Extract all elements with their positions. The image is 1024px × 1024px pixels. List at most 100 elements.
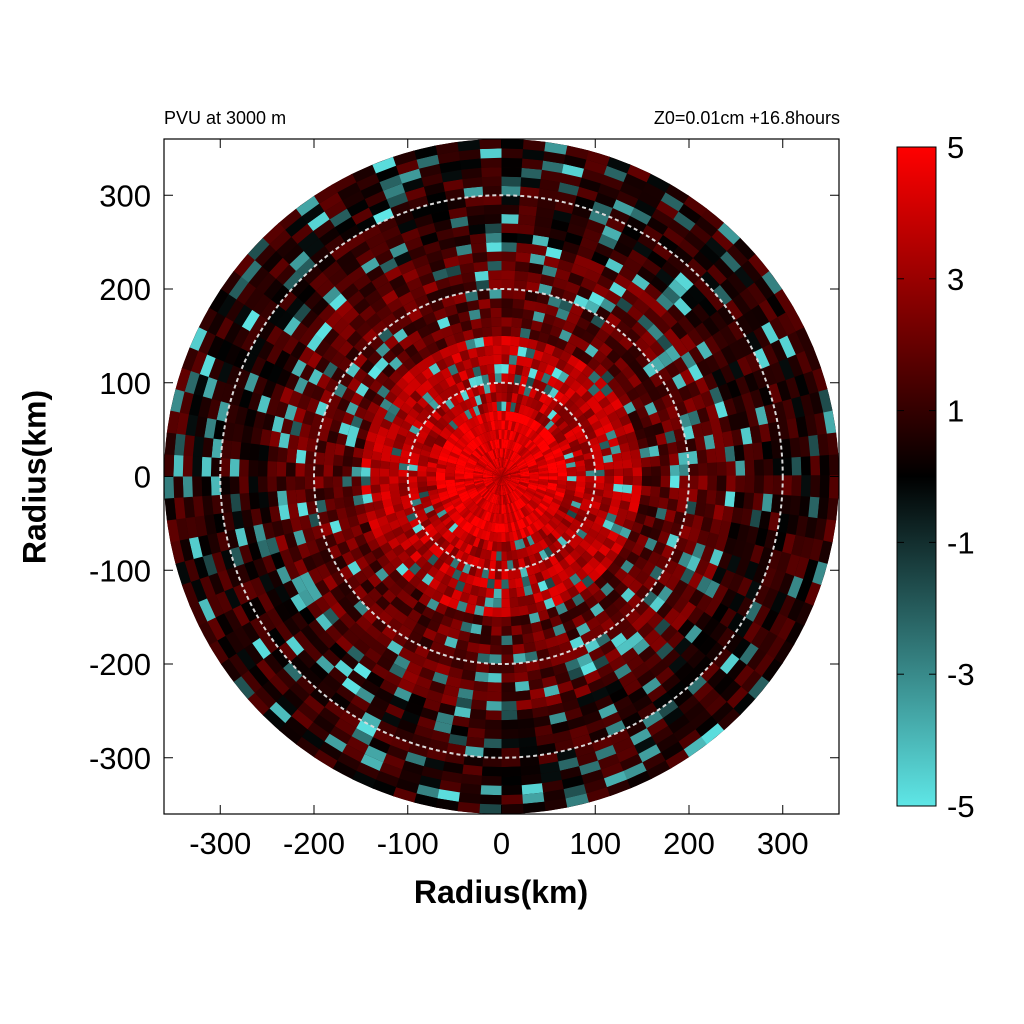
field-cell <box>501 472 511 477</box>
field-cell <box>274 310 294 332</box>
field-cell <box>585 395 599 409</box>
field-cell <box>561 517 572 528</box>
field-cell <box>777 512 790 534</box>
field-cell <box>164 497 177 522</box>
field-cell <box>464 533 473 544</box>
field-cell <box>524 439 533 449</box>
field-cell <box>252 637 272 661</box>
field-cell <box>464 338 476 350</box>
field-cell <box>740 507 753 526</box>
field-cell <box>656 601 674 619</box>
field-cell <box>669 464 680 477</box>
field-cell <box>462 186 484 198</box>
field-cell <box>520 476 530 479</box>
field-cell <box>279 386 294 406</box>
field-cell <box>703 502 716 519</box>
field-cell <box>388 274 407 291</box>
field-cell <box>501 476 508 484</box>
field-cell <box>468 455 479 463</box>
field-cell <box>233 676 256 701</box>
field-cell <box>459 400 469 412</box>
field-cell <box>508 430 514 441</box>
field-cell <box>736 334 754 357</box>
field-cell <box>563 386 576 399</box>
field-cell <box>175 368 191 393</box>
field-cell <box>587 677 607 694</box>
field-cell <box>501 766 523 777</box>
field-cell <box>438 702 457 716</box>
field-cell <box>515 433 523 443</box>
field-cell <box>522 405 531 416</box>
field-cell <box>553 494 564 502</box>
field-cell <box>655 199 679 220</box>
field-cell <box>507 364 517 375</box>
colorbar-tick-label: 3 <box>947 262 964 297</box>
field-cell <box>542 255 560 269</box>
field-cell <box>609 728 632 746</box>
field-cell <box>407 533 420 546</box>
field-cell <box>694 611 713 631</box>
field-cell <box>408 742 430 758</box>
field-cell <box>527 367 538 379</box>
field-cell <box>501 471 510 477</box>
field-cell <box>758 509 772 530</box>
field-cell <box>267 364 283 385</box>
field-cell <box>477 586 488 598</box>
field-cell <box>616 745 640 763</box>
field-cell <box>437 789 462 802</box>
field-cell <box>432 219 453 233</box>
field-cell <box>534 206 555 220</box>
field-cell <box>613 695 634 712</box>
field-cell <box>449 510 460 520</box>
field-cell <box>580 330 596 344</box>
field-cell <box>392 440 404 451</box>
field-cell <box>380 418 393 431</box>
field-cell <box>483 479 493 484</box>
field-cell <box>753 346 771 369</box>
field-cell <box>224 587 242 611</box>
field-cell <box>458 349 470 362</box>
field-cell <box>318 631 337 650</box>
field-cell <box>294 195 320 217</box>
field-cell <box>198 598 217 623</box>
field-cell <box>239 459 249 478</box>
field-cell <box>482 539 489 551</box>
field-cell <box>351 728 375 747</box>
field-cell <box>535 733 556 747</box>
field-cell <box>639 546 654 561</box>
field-cell <box>372 728 395 746</box>
field-cell <box>279 548 294 568</box>
field-cell <box>532 450 543 458</box>
field-cell <box>524 290 539 302</box>
field-cell <box>430 497 441 506</box>
field-cell <box>411 684 431 699</box>
field-cell <box>293 559 309 577</box>
field-cell <box>518 483 528 489</box>
field-cell <box>404 528 416 540</box>
field-cell <box>534 369 545 382</box>
field-cell <box>329 242 351 262</box>
field-cell <box>547 423 558 434</box>
field-cell <box>557 420 569 431</box>
field-cell <box>581 227 602 243</box>
field-cell <box>500 335 511 346</box>
field-cell <box>378 174 403 192</box>
field-cell <box>501 532 507 543</box>
field-cell <box>298 589 315 608</box>
field-cell <box>296 284 316 305</box>
field-cell <box>525 488 536 496</box>
field-cell <box>276 461 287 478</box>
field-cell <box>299 423 312 439</box>
field-cell <box>478 459 487 467</box>
field-cell <box>230 493 242 514</box>
field-cell <box>342 486 353 498</box>
field-cell <box>513 374 522 385</box>
field-cell <box>582 709 603 726</box>
field-cell <box>403 413 416 426</box>
field-cell <box>204 514 217 537</box>
field-cell <box>498 457 501 468</box>
field-cell <box>444 504 455 514</box>
field-cell <box>428 259 446 273</box>
field-cell <box>315 253 336 273</box>
field-cell <box>575 567 589 581</box>
